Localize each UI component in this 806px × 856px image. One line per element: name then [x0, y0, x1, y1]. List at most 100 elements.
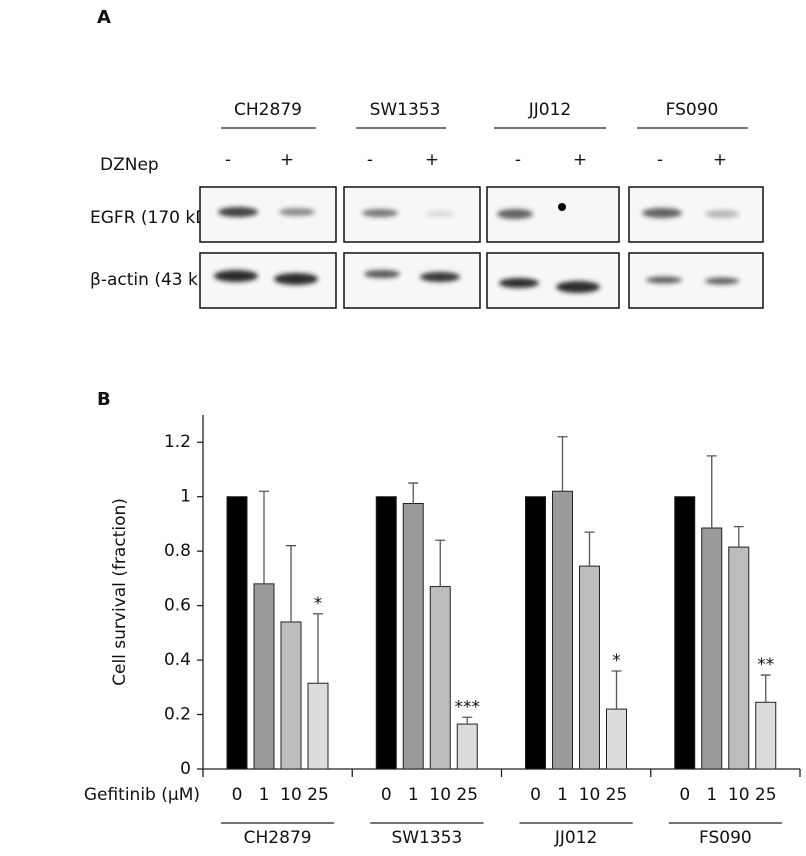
- error-bar: [259, 490, 269, 584]
- panel-label: A: [97, 7, 111, 28]
- treatment: +: [425, 150, 439, 170]
- y-tick-label: 0.8: [164, 541, 191, 561]
- dose-label: 25: [307, 785, 329, 805]
- cell-line: JJ012: [528, 100, 571, 120]
- dose-label: 0: [679, 785, 690, 805]
- significance: **: [757, 655, 774, 675]
- error-bar: [706, 455, 717, 529]
- dose-label: 10: [579, 785, 601, 805]
- band: [497, 209, 533, 219]
- error-bar: [557, 436, 568, 492]
- dose-label: 10: [280, 785, 302, 805]
- error-bar: [408, 482, 419, 504]
- error-bar: [286, 545, 296, 622]
- cell-line: SW1353: [370, 100, 441, 120]
- dose-label: 25: [606, 785, 628, 805]
- error-bar: [733, 525, 744, 548]
- cell-line: CH2879: [234, 100, 302, 120]
- error-bar: [584, 531, 595, 567]
- treatment: -: [657, 150, 663, 170]
- significance: *: [612, 651, 621, 671]
- y-tick-label: 1.2: [164, 432, 191, 452]
- bar: [226, 496, 248, 770]
- bar: [375, 496, 397, 770]
- band: [362, 209, 398, 217]
- dose-label: 10: [429, 785, 451, 805]
- band: [499, 278, 539, 288]
- blot: [343, 252, 481, 309]
- band: [420, 272, 460, 282]
- row-label: β-actin (43 kDa): [90, 270, 228, 290]
- error-bar: [435, 539, 446, 587]
- band: [705, 277, 739, 285]
- error-bar: [313, 613, 323, 684]
- y-tick-label: 0.2: [164, 705, 191, 725]
- group-label: FS090: [699, 828, 752, 848]
- error-bar: [462, 716, 473, 725]
- y-tick-label: 1: [180, 487, 191, 507]
- row-label: EGFR (170 kDa): [90, 208, 225, 228]
- bar: [429, 586, 451, 770]
- spot: [558, 203, 566, 211]
- dose-label: 1: [408, 785, 419, 805]
- bar: [307, 682, 329, 770]
- blot: [199, 186, 337, 243]
- error-bar: [611, 670, 622, 710]
- treatment: -: [225, 150, 231, 170]
- treatment: +: [280, 150, 294, 170]
- band: [279, 208, 315, 216]
- cell-line-headers: CH2879 SW1353 JJ012 FS090: [221, 100, 748, 129]
- x-axis-label: Gefitinib (μM): [84, 785, 200, 805]
- dose-label: 0: [381, 785, 392, 805]
- dose-label: 1: [259, 785, 270, 805]
- treatment: +: [573, 150, 587, 170]
- cell-line: FS090: [666, 100, 719, 120]
- panel-label: B: [97, 389, 111, 410]
- y-axis-label: Cell survival (fraction): [110, 498, 130, 686]
- dose-label: 25: [456, 785, 478, 805]
- group-label: SW1353: [391, 828, 462, 848]
- band: [705, 210, 739, 218]
- band: [426, 211, 454, 217]
- treatment: -: [367, 150, 373, 170]
- significance: ***: [455, 697, 481, 717]
- treatment: +: [713, 150, 727, 170]
- bar: [552, 490, 573, 770]
- bar: [402, 503, 424, 770]
- bar: [525, 496, 546, 770]
- dose-label: 25: [755, 785, 777, 805]
- band: [646, 276, 682, 284]
- bar: [253, 583, 275, 770]
- treatment: -: [515, 150, 521, 170]
- bar: [701, 527, 723, 770]
- dose-label: 0: [530, 785, 541, 805]
- dose-label: 10: [728, 785, 750, 805]
- bar: [280, 621, 302, 770]
- y-tick-label: 0.6: [164, 596, 191, 616]
- bar: [606, 708, 627, 770]
- significance: *: [314, 594, 323, 614]
- bar: [674, 496, 696, 770]
- band: [214, 270, 258, 282]
- band: [642, 208, 682, 218]
- group-label: JJ012: [554, 828, 597, 848]
- bar: [579, 565, 600, 770]
- dose-label: 1: [706, 785, 717, 805]
- blots: [199, 186, 764, 309]
- y-tick-label: 0.4: [164, 650, 191, 670]
- treatment-label: DZNep: [100, 155, 159, 175]
- band: [364, 270, 400, 278]
- dose-label: 1: [557, 785, 568, 805]
- band: [218, 207, 258, 217]
- dose-label: 0: [232, 785, 243, 805]
- group-label: CH2879: [244, 828, 312, 848]
- y-tick-label: 0: [180, 759, 191, 779]
- band: [556, 281, 600, 293]
- treatments: - + - + - + - +: [225, 150, 727, 170]
- error-bar: [760, 674, 771, 703]
- bar: [755, 701, 777, 770]
- bar: [728, 546, 750, 770]
- band: [274, 273, 318, 285]
